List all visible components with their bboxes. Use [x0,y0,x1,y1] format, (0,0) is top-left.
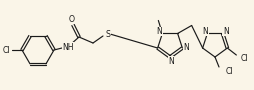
Text: N: N [183,42,189,51]
Text: Cl: Cl [2,46,10,55]
Text: N: N [156,27,162,36]
Text: Cl: Cl [241,54,248,63]
Text: N: N [223,27,229,36]
Text: NH: NH [62,42,74,51]
Text: N: N [168,57,174,66]
Text: S: S [106,30,110,39]
Text: O: O [69,14,75,23]
Text: N: N [202,27,208,36]
Text: Cl: Cl [225,67,233,76]
